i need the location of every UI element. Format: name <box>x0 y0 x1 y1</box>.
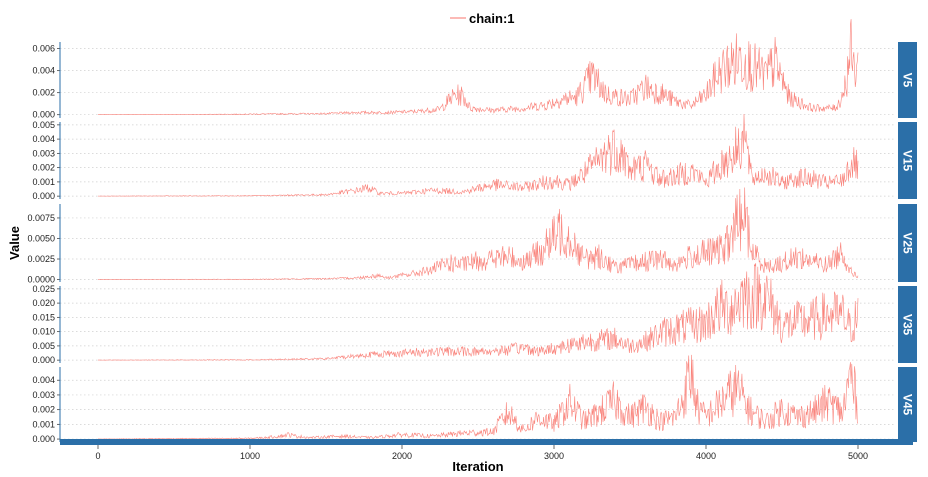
y-tick-label: 0.004 <box>32 134 55 144</box>
x-tick-label: 1000 <box>240 451 260 461</box>
series-line-v45 <box>97 354 859 440</box>
facet-strip-label: V5 <box>901 73 915 88</box>
y-tick-label: 0.000 <box>32 434 55 444</box>
y-tick-label: 0.0050 <box>27 233 55 243</box>
y-tick-label: 0.000 <box>32 355 55 365</box>
y-tick-label: 0.004 <box>32 375 55 385</box>
panel-v45: 0.000 0.001 0.002 0.003 0.004 V45 <box>32 354 917 444</box>
facet-panels: 0.0000.0020.0040.006V50.0000.0010.0020.0… <box>27 19 917 444</box>
x-tick-label: 3000 <box>544 451 564 461</box>
y-tick-label: 0.005 <box>32 120 55 130</box>
x-axis-bar <box>60 439 913 445</box>
y-tick-label: 0.001 <box>32 419 55 429</box>
y-tick-label: 0.025 <box>32 284 55 294</box>
facet-strip-label: V15 <box>901 150 915 172</box>
y-tick-label: 0.000 <box>32 191 55 201</box>
y-tick-label: 0.0075 <box>27 213 55 223</box>
facet-strip-label: V35 <box>901 314 915 336</box>
y-tick-label: 0.001 <box>32 177 55 187</box>
x-tick-label: 4000 <box>696 451 716 461</box>
y-tick-label: 0.000 <box>32 110 55 120</box>
y-tick-label: 0.005 <box>32 341 55 351</box>
facet-strip <box>898 286 917 363</box>
y-tick-label: 0.002 <box>32 163 55 173</box>
y-tick-label: 0.0025 <box>27 254 55 264</box>
facet-strip <box>898 367 917 442</box>
facet-strip-label: V45 <box>901 394 915 416</box>
y-tick-label: 0.010 <box>32 327 55 337</box>
y-tick-label: 0.006 <box>32 44 55 54</box>
x-axis: 0 1000 2000 3000 4000 5000 <box>60 439 913 461</box>
facet-strip-label: V25 <box>901 232 915 254</box>
y-tick-label: 0.020 <box>32 298 55 308</box>
series-line-v15 <box>97 113 859 197</box>
y-tick-label: 0.002 <box>32 88 55 98</box>
y-tick-label: 0.003 <box>32 390 55 400</box>
facet-strip <box>898 204 917 282</box>
legend-label: chain:1 <box>469 11 515 26</box>
y-tick-label: 0.002 <box>32 405 55 415</box>
series-line-v35 <box>97 263 859 361</box>
facet-strip <box>898 122 917 199</box>
legend: chain:1 <box>450 11 515 26</box>
panel-v35: 0.000 0.005 0.010 0.015 0.020 0.025 V35 <box>32 263 917 365</box>
x-axis-title: Iteration <box>452 459 503 474</box>
y-tick-label: 0.003 <box>32 148 55 158</box>
panel-v25: 0.0000 0.0025 0.0050 0.0075 V25 <box>27 187 917 285</box>
x-tick-label: 0 <box>95 451 100 461</box>
y-tick-label: 0.0000 <box>27 275 55 285</box>
x-tick-label: 2000 <box>392 451 412 461</box>
panel-v15: 0.000 0.001 0.002 0.003 0.004 0.005 V15 <box>32 113 917 201</box>
y-tick-label: 0.004 <box>32 66 55 76</box>
panel-v5: 0.000 0.002 0.004 0.006 V5 <box>32 19 917 120</box>
facet-strip <box>898 42 917 118</box>
series-line-v25 <box>97 187 859 281</box>
series-line-v5 <box>97 19 859 116</box>
y-tick-label: 0.015 <box>32 312 55 322</box>
x-tick-label: 5000 <box>848 451 868 461</box>
y-axis-title: Value <box>7 226 22 260</box>
